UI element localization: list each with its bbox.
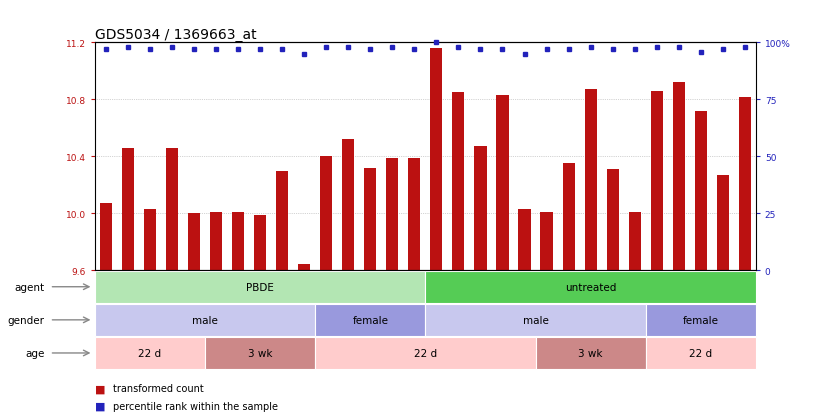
Bar [474,147,487,271]
Bar [232,212,244,271]
Bar [254,215,266,271]
Bar [188,214,200,271]
Text: 22 d: 22 d [414,348,437,358]
Bar [408,158,420,271]
Text: percentile rank within the sample: percentile rank within the sample [113,401,278,411]
Bar [453,93,464,271]
Bar [695,112,707,271]
Bar [320,157,332,271]
Bar [316,337,535,369]
Bar [210,212,222,271]
Text: ■: ■ [95,401,106,411]
Bar [425,304,646,336]
Text: 3 wk: 3 wk [578,348,603,358]
Bar [298,265,311,271]
Text: age: age [26,348,45,358]
Text: 3 wk: 3 wk [248,348,273,358]
Bar [122,148,134,271]
Bar [535,337,646,369]
Bar [316,304,425,336]
Bar [100,204,112,271]
Bar [585,90,596,271]
Bar [540,212,553,271]
Text: untreated: untreated [565,282,616,292]
Bar [387,158,398,271]
Bar [342,140,354,271]
Bar [364,168,377,271]
Bar [95,271,425,303]
Bar [144,209,156,271]
Text: agent: agent [15,282,45,292]
Text: male: male [192,315,218,325]
Text: ■: ■ [95,383,106,393]
Bar [563,164,575,271]
Text: 22 d: 22 d [139,348,162,358]
Bar [651,92,662,271]
Text: PBDE: PBDE [246,282,274,292]
Bar [166,148,178,271]
Bar [430,49,443,271]
Bar [95,304,316,336]
Bar [95,337,205,369]
Bar [646,304,756,336]
Bar [496,96,509,271]
Text: GDS5034 / 1369663_at: GDS5034 / 1369663_at [95,28,257,43]
Bar [646,337,756,369]
Bar [519,209,530,271]
Text: 22 d: 22 d [689,348,712,358]
Bar [629,212,641,271]
Text: female: female [353,315,388,325]
Text: transformed count: transformed count [113,383,204,393]
Bar [425,271,756,303]
Bar [717,176,729,271]
Bar [276,171,288,271]
Text: female: female [683,315,719,325]
Text: gender: gender [7,315,45,325]
Text: male: male [523,315,548,325]
Bar [606,170,619,271]
Bar [205,337,316,369]
Bar [672,83,685,271]
Bar [738,97,751,271]
